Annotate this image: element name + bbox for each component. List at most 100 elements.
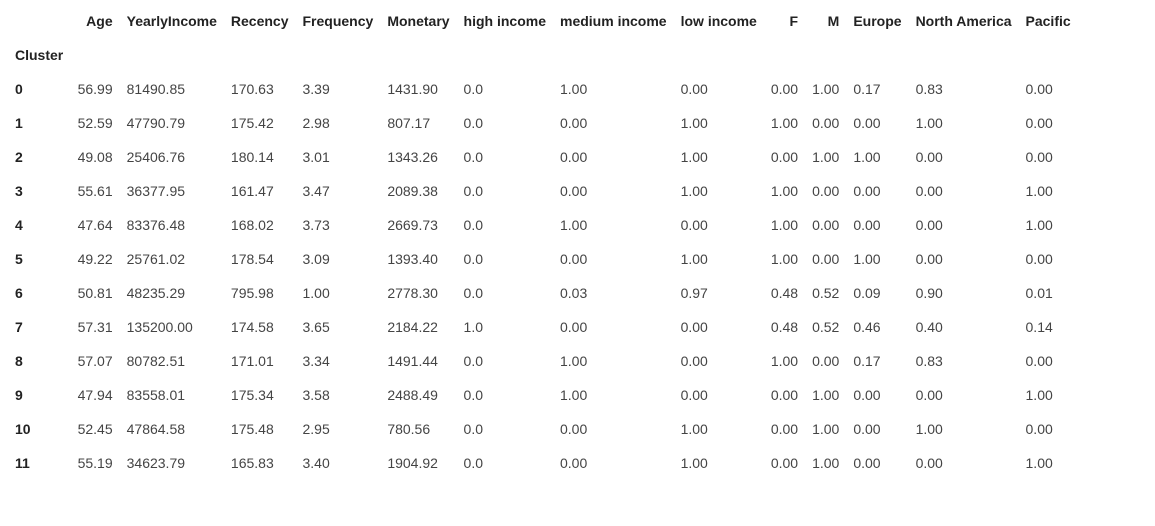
row-index-cell: 7 [15, 319, 23, 335]
table-cell: 0.0 [463, 353, 484, 369]
table-cell: 83558.01 [126, 387, 186, 403]
empty-header-cell [1019, 38, 1078, 72]
table-cell: 1.00 [853, 251, 881, 267]
table-cell: 81490.85 [126, 81, 186, 97]
table-cell: 52.59 [77, 115, 113, 131]
table-cell: 47.64 [77, 217, 113, 233]
table-cell: 0.00 [853, 387, 881, 403]
column-header-north-america: North America [915, 13, 1012, 29]
table-cell: 49.22 [77, 251, 113, 267]
table-cell: 0.00 [1025, 421, 1053, 437]
index-name-label: Cluster [15, 47, 64, 63]
empty-header-cell [224, 38, 296, 72]
table-cell: 1.00 [680, 455, 708, 471]
table-cell: 161.47 [230, 183, 274, 199]
table-cell: 1.00 [680, 421, 708, 437]
table-header: Age YearlyIncome Recency Frequency Monet… [8, 4, 1078, 72]
table-cell: 36377.95 [126, 183, 186, 199]
table-cell: 3.39 [302, 81, 330, 97]
table-cell: 0.00 [680, 319, 708, 335]
table-cell: 0.52 [812, 285, 840, 301]
table-cell: 0.00 [915, 387, 943, 403]
table-cell: 1431.90 [387, 81, 438, 97]
table-cell: 57.07 [77, 353, 113, 369]
table-cell: 0.00 [812, 217, 840, 233]
empty-header-cell [805, 38, 846, 72]
table-cell: 0.0 [463, 251, 484, 267]
table-cell: 2669.73 [387, 217, 438, 233]
column-header-low-income: low income [680, 13, 757, 29]
table-cell: 0.0 [463, 387, 484, 403]
table-cell: 0.00 [770, 387, 799, 403]
table-cell: 0.00 [853, 183, 881, 199]
table-cell: 47.94 [77, 387, 113, 403]
table-cell: 3.73 [302, 217, 330, 233]
table-cell: 0.00 [560, 149, 588, 165]
table-cell: 0.00 [770, 455, 799, 471]
table-cell: 1.00 [770, 115, 799, 131]
table-cell: 1.0 [463, 319, 484, 335]
row-index-cell: 11 [15, 455, 30, 471]
table-cell: 0.00 [812, 183, 840, 199]
table-cell: 1.00 [560, 387, 588, 403]
corner-cell [8, 4, 71, 38]
column-header-europe: Europe [853, 13, 902, 29]
table-cell: 0.00 [770, 149, 799, 165]
table-cell: 0.00 [1025, 81, 1053, 97]
table-row: 3 55.61 36377.95 161.47 3.47 2089.38 0.0 0.00 1.… [8, 174, 1078, 208]
table-cell: 165.83 [230, 455, 274, 471]
table-cell: 0.00 [680, 217, 708, 233]
table-cell: 0.00 [915, 217, 943, 233]
dataframe-output: Age YearlyIncome Recency Frequency Monet… [8, 4, 1078, 480]
table-cell: 0.00 [560, 319, 588, 335]
index-name-row: Cluster [8, 38, 1078, 72]
table-cell: 25761.02 [126, 251, 186, 267]
table-cell: 1.00 [1025, 183, 1053, 199]
table-cell: 0.00 [915, 183, 943, 199]
table-cell: 0.00 [853, 455, 881, 471]
table-row: 4 47.64 83376.48 168.02 3.73 2669.73 0.0 1.00 0.… [8, 208, 1078, 242]
table-cell: 0.00 [915, 251, 943, 267]
table-cell: 135200.00 [126, 319, 193, 335]
table-cell: 1.00 [560, 217, 588, 233]
table-cell: 1.00 [1025, 387, 1053, 403]
table-cell: 2488.49 [387, 387, 438, 403]
table-cell: 0.00 [853, 421, 881, 437]
table-cell: 0.14 [1025, 319, 1053, 335]
table-cell: 2184.22 [387, 319, 438, 335]
column-header-recency: Recency [230, 13, 289, 29]
table-cell: 0.83 [915, 81, 943, 97]
empty-header-cell [846, 38, 908, 72]
table-cell: 1.00 [812, 455, 840, 471]
empty-header-cell [457, 38, 553, 72]
table-row: 6 50.81 48235.29 795.98 1.00 2778.30 0.0 0.03 0.… [8, 276, 1078, 310]
table-cell: 1491.44 [387, 353, 438, 369]
table-cell: 0.01 [1025, 285, 1053, 301]
table-cell: 171.01 [230, 353, 274, 369]
cluster-summary-table: Age YearlyIncome Recency Frequency Monet… [8, 4, 1078, 480]
column-header-high-income: high income [463, 13, 546, 29]
table-cell: 55.61 [77, 183, 113, 199]
empty-header-cell [674, 38, 764, 72]
table-cell: 25406.76 [126, 149, 186, 165]
table-cell: 0.48 [770, 319, 799, 335]
table-row: 2 49.08 25406.76 180.14 3.01 1343.26 0.0 0.00 1.… [8, 140, 1078, 174]
table-cell: 170.63 [230, 81, 274, 97]
table-cell: 1.00 [812, 149, 840, 165]
table-cell: 47864.58 [126, 421, 186, 437]
table-cell: 55.19 [77, 455, 113, 471]
table-cell: 0.00 [560, 115, 588, 131]
table-cell: 0.00 [770, 81, 799, 97]
table-cell: 180.14 [230, 149, 274, 165]
table-cell: 174.58 [230, 319, 274, 335]
table-cell: 0.00 [680, 387, 708, 403]
table-cell: 2.98 [302, 115, 330, 131]
table-cell: 1393.40 [387, 251, 438, 267]
table-cell: 175.34 [230, 387, 274, 403]
table-cell: 0.00 [560, 183, 588, 199]
table-cell: 50.81 [77, 285, 113, 301]
table-cell: 0.17 [853, 353, 881, 369]
row-index-cell: 10 [15, 421, 31, 437]
table-cell: 3.09 [302, 251, 330, 267]
table-cell: 3.34 [302, 353, 330, 369]
